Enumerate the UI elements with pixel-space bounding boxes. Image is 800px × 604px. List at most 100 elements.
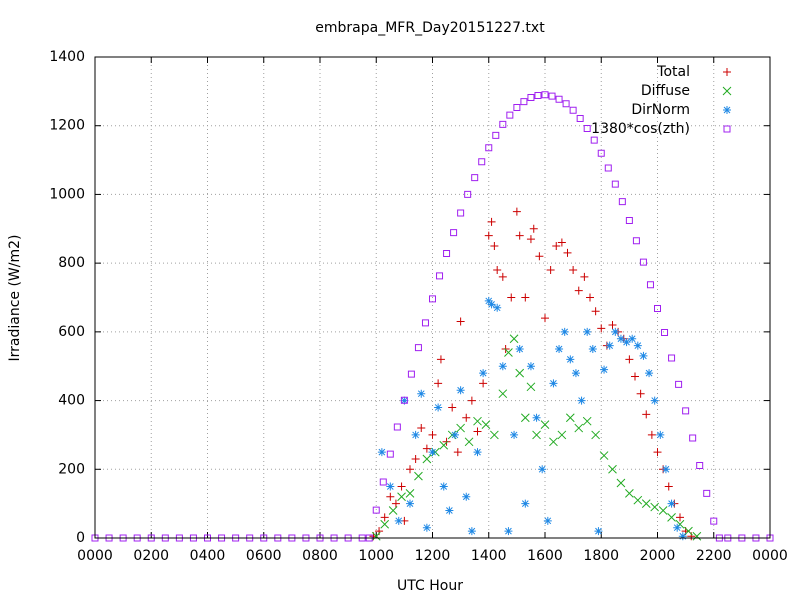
point (591, 430, 600, 440)
point (540, 420, 550, 429)
point (576, 114, 584, 122)
point (467, 527, 476, 536)
y-tick-label: 1000 (49, 186, 85, 202)
legend-symbol (723, 106, 731, 114)
point (715, 534, 723, 542)
point (676, 513, 684, 522)
x-tick-label: 0600 (246, 548, 282, 564)
point (473, 427, 482, 436)
legend-symbol (722, 86, 732, 96)
point (532, 413, 541, 422)
point (664, 482, 673, 491)
point (422, 454, 432, 464)
point (577, 396, 586, 405)
point (388, 506, 398, 515)
y-tick-label: 800 (58, 255, 85, 271)
point (557, 238, 566, 247)
point (703, 489, 711, 497)
point (512, 207, 521, 216)
point (492, 131, 500, 139)
point (457, 209, 465, 217)
point (616, 478, 626, 488)
point (316, 534, 324, 542)
legend-symbol (723, 125, 731, 133)
chart-title: embrapa_MFR_Day20151227.txt (315, 20, 545, 36)
x-tick-label: 1600 (527, 548, 563, 564)
point (692, 531, 702, 541)
legend-label: Diffuse (641, 83, 690, 99)
x-tick-label: 1000 (358, 548, 394, 564)
point (400, 396, 408, 404)
point (479, 369, 488, 378)
point (641, 499, 651, 508)
point (450, 229, 458, 237)
point (510, 430, 519, 439)
point (628, 334, 637, 343)
point (625, 488, 634, 498)
point (434, 379, 443, 388)
point (555, 95, 563, 103)
point (599, 451, 609, 460)
point (678, 532, 687, 541)
point (471, 174, 479, 182)
point (377, 448, 386, 457)
point (689, 434, 697, 442)
point (462, 492, 471, 501)
point (509, 334, 519, 344)
point (632, 237, 640, 245)
point (481, 420, 491, 429)
point (580, 272, 589, 281)
point (582, 416, 592, 426)
point (485, 144, 493, 152)
point (493, 303, 502, 312)
point (668, 354, 676, 362)
point (604, 164, 612, 172)
point (493, 266, 502, 275)
point (507, 293, 516, 302)
point (467, 396, 476, 405)
point (487, 300, 496, 309)
point (588, 345, 597, 354)
point (498, 272, 507, 281)
x-tick-label: 1200 (415, 548, 451, 564)
point (650, 502, 660, 512)
point (605, 341, 614, 350)
point (667, 513, 676, 522)
x-tick-label: 0800 (302, 548, 338, 564)
point (407, 370, 415, 378)
point (246, 534, 254, 542)
point (386, 482, 395, 491)
point (391, 499, 400, 508)
x-tick-label: 2200 (696, 548, 732, 564)
point (484, 296, 493, 305)
point (608, 320, 617, 329)
point (647, 430, 656, 439)
point (393, 423, 401, 431)
point (656, 430, 665, 439)
point (380, 513, 389, 522)
legend-label: 1380*cos(zth) (591, 121, 690, 137)
y-tick-label: 200 (58, 461, 85, 477)
point (302, 534, 310, 542)
point (436, 272, 444, 280)
point (654, 304, 661, 312)
point (445, 506, 454, 515)
point (667, 499, 676, 508)
point (766, 534, 774, 542)
point (464, 437, 474, 447)
y-tick-label: 600 (58, 324, 85, 340)
series (91, 91, 774, 542)
point (490, 241, 499, 250)
point (696, 462, 704, 470)
point (631, 372, 639, 381)
point (429, 295, 436, 303)
point (639, 351, 648, 360)
point (428, 430, 437, 439)
point (498, 389, 508, 399)
point (549, 379, 558, 388)
point (560, 327, 569, 336)
point (147, 534, 155, 542)
point (594, 527, 603, 536)
